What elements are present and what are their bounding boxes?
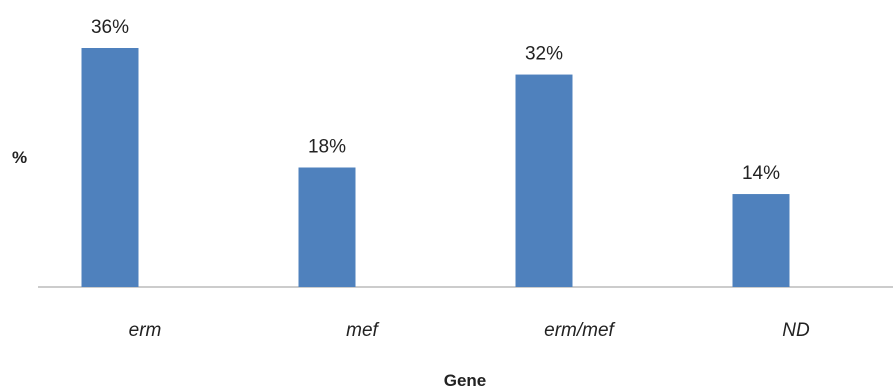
data-label-erm-mef: 32%	[525, 44, 563, 65]
data-labels-layer: 36% 18% 32% 14%	[91, 17, 780, 184]
x-axis-title: Gene	[444, 371, 487, 389]
x-tick-label-mef: mef	[346, 320, 379, 341]
bar-erm	[81, 48, 139, 287]
bar-nd	[732, 194, 790, 287]
data-label-nd: 14%	[742, 163, 780, 184]
x-tick-label-nd: ND	[782, 320, 810, 341]
y-axis-title: %	[12, 148, 27, 167]
x-tick-label-erm: erm	[129, 320, 162, 341]
bar-erm-mef	[515, 74, 573, 287]
data-label-erm: 36%	[91, 17, 129, 38]
bars-layer	[81, 48, 790, 287]
bar-mef	[298, 167, 356, 287]
x-tick-label-erm-mef: erm/mef	[544, 320, 615, 341]
x-tick-labels-layer: erm mef erm/mef ND	[129, 320, 810, 341]
data-label-mef: 18%	[308, 137, 346, 158]
